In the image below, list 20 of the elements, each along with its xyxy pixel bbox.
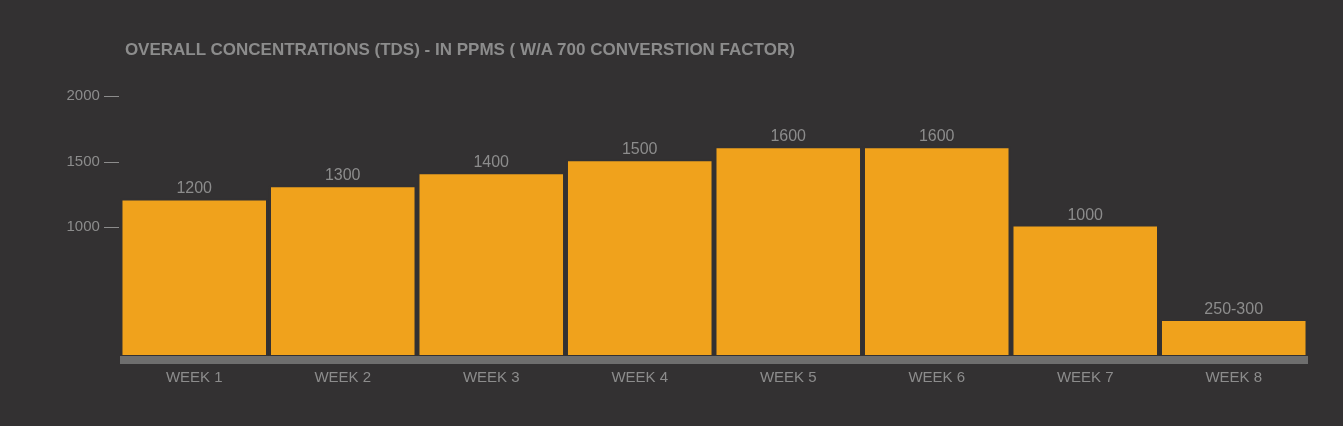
data-label: 1600 (918, 127, 955, 145)
x-tick-label: WEEK 6 (908, 368, 966, 385)
data-label: 250-300 (1204, 300, 1264, 318)
y-tick-label: 1000 — (66, 216, 119, 234)
x-tick-label: WEEK 8 (1205, 368, 1263, 385)
chart-title: OVERALL CONCENTRATIONS (TDS) - IN PPMS ( W/A 700 CONVERSTION FACTOR) (124, 39, 795, 59)
y-tick-label: 2000 — (66, 86, 119, 104)
x-tick-label: WEEK 7 (1056, 368, 1114, 385)
data-label: 1300 (324, 166, 361, 184)
x-tick-label: WEEK 5 (759, 368, 817, 385)
data-label: 1500 (621, 140, 658, 158)
data-label: 1000 (1067, 205, 1104, 223)
data-label: 1400 (473, 153, 510, 171)
data-label: 1600 (770, 127, 807, 145)
data-label: 1200 (176, 179, 213, 197)
x-tick-label: WEEK 1 (165, 368, 223, 385)
x-tick-label: WEEK 4 (611, 368, 669, 385)
x-tick-label: WEEK 2 (314, 368, 372, 385)
x-tick-label: WEEK 3 (462, 368, 520, 385)
y-tick-label: 1500 — (66, 151, 119, 169)
